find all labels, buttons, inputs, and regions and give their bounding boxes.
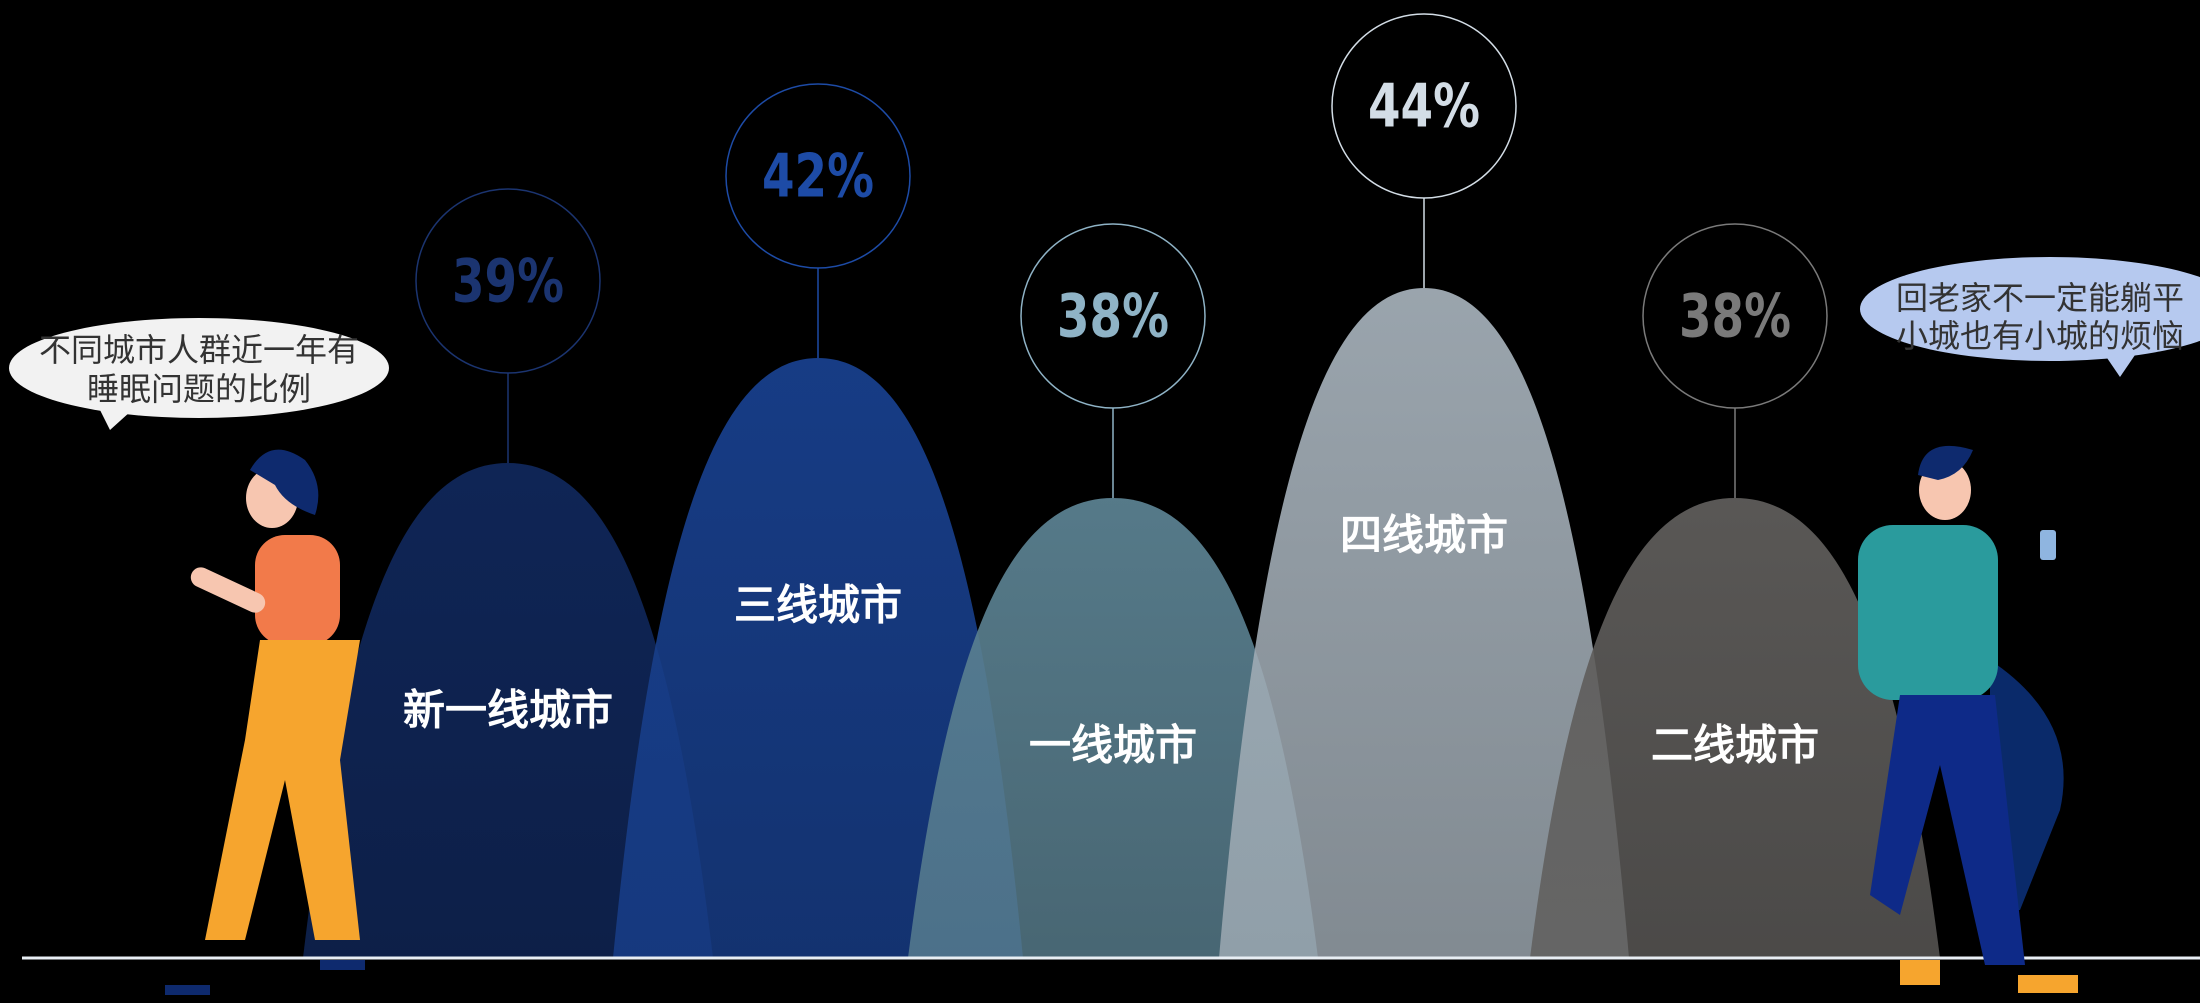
- value-circle: [1020, 223, 1206, 409]
- mountain: [613, 358, 1023, 958]
- category-label: 二线城市: [1651, 721, 1819, 770]
- annotation-line: 小城也有小城的烦恼: [1896, 317, 2184, 355]
- mountain: [1219, 288, 1629, 958]
- annotation-line: 不同城市人群近一年有: [39, 331, 359, 369]
- value-circle: [415, 188, 601, 374]
- value-circle: [1331, 13, 1517, 199]
- mountains: 39% 新一线城市 42% 三线城市 38% 一线城市 44% 四线城市 38% 二线城市: [303, 13, 1940, 958]
- value-label: 38%: [1057, 282, 1169, 352]
- mountain: [303, 463, 713, 958]
- value-label: 38%: [1679, 282, 1791, 352]
- annotation-line: 睡眠问题的比例: [87, 370, 311, 408]
- person-left: [165, 449, 365, 995]
- mountain: [1530, 498, 1940, 958]
- value-label: 44%: [1368, 72, 1480, 142]
- value-circle: [1642, 223, 1828, 409]
- person-right: [1858, 445, 2078, 993]
- value-circle: [725, 83, 911, 269]
- category-label: 三线城市: [734, 581, 902, 630]
- value-label: 39%: [452, 247, 564, 317]
- annotation-line: 回老家不一定能躺平: [1896, 279, 2184, 317]
- bubble-left: 不同城市人群近一年有 睡眠问题的比例: [9, 318, 389, 430]
- category-label: 四线城市: [1340, 511, 1508, 560]
- value-label: 42%: [762, 142, 874, 212]
- mountain: [908, 498, 1318, 958]
- category-label: 一线城市: [1029, 721, 1197, 770]
- category-label: 新一线城市: [403, 686, 613, 735]
- bubble-right: 回老家不一定能躺平 小城也有小城的烦恼: [1860, 257, 2200, 377]
